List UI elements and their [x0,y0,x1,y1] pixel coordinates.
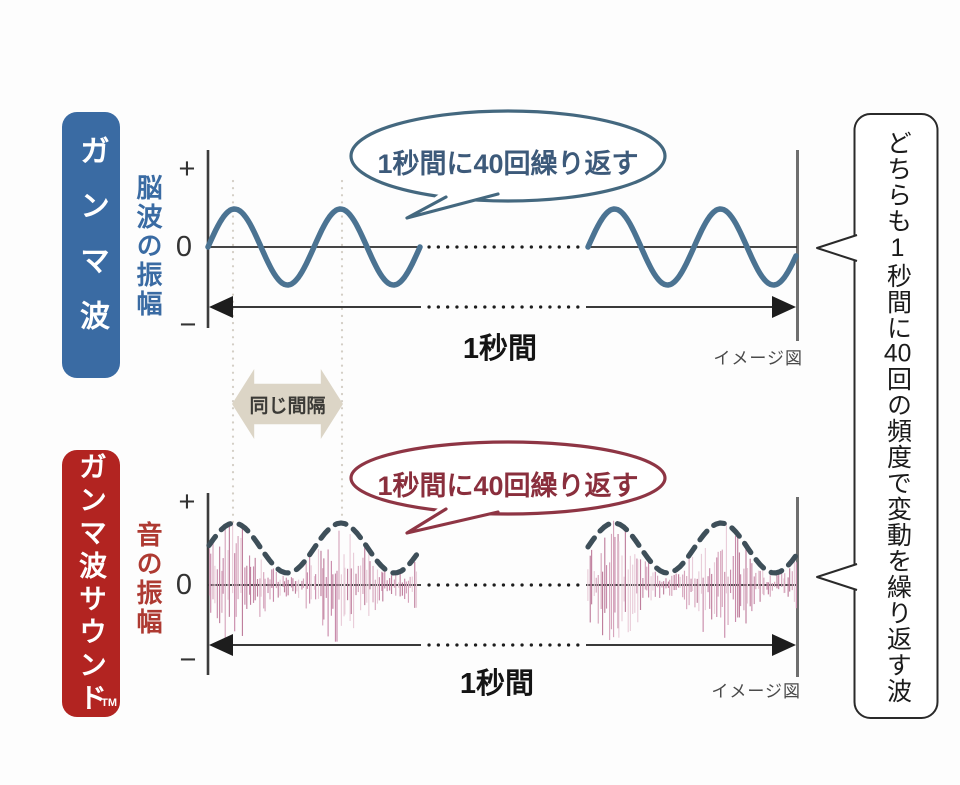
gamma-wave-label-pill: ガンマ波 [62,112,120,378]
plus-sign-top: + [178,152,196,185]
top-speech-bubble-text: 1秒間に40回繰り返す [377,149,639,179]
plus-sign-bottom: + [178,485,196,518]
one-second-label-bottom: 1秒間 [459,668,535,700]
sound-amplitude-axis-label: 音の振幅 [133,521,163,637]
gamma-sound-label: ガンマ波サウンド [76,451,107,716]
side-note-text: どちらも1秒間に40回の頻度で変動を繰り返す波 [883,130,912,704]
bottom-speech-bubble-text: 1秒間に40回繰り返す [377,471,639,501]
image-note-top: イメージ図 [713,349,803,368]
minus-sign-bottom: − [179,643,197,676]
same-interval-label: 同じ間隔 [249,395,326,417]
zero-sign-top: 0 [175,230,193,263]
minus-sign-top: − [179,308,197,341]
gamma-wave-label: ガンマ波 [75,135,108,355]
brainwave-amplitude-axis-label: 脳波の振幅 [133,174,163,319]
zero-sign-bottom: 0 [175,568,193,601]
side-note-box: どちらも1秒間に40回の頻度で変動を繰り返す波 [858,124,936,710]
one-second-label-top: 1秒間 [462,333,538,365]
gamma-sound-label-pill: ガンマ波サウンド TM [62,450,120,717]
trademark-mark: TM [101,697,117,709]
image-note-bottom: イメージ図 [711,682,801,701]
